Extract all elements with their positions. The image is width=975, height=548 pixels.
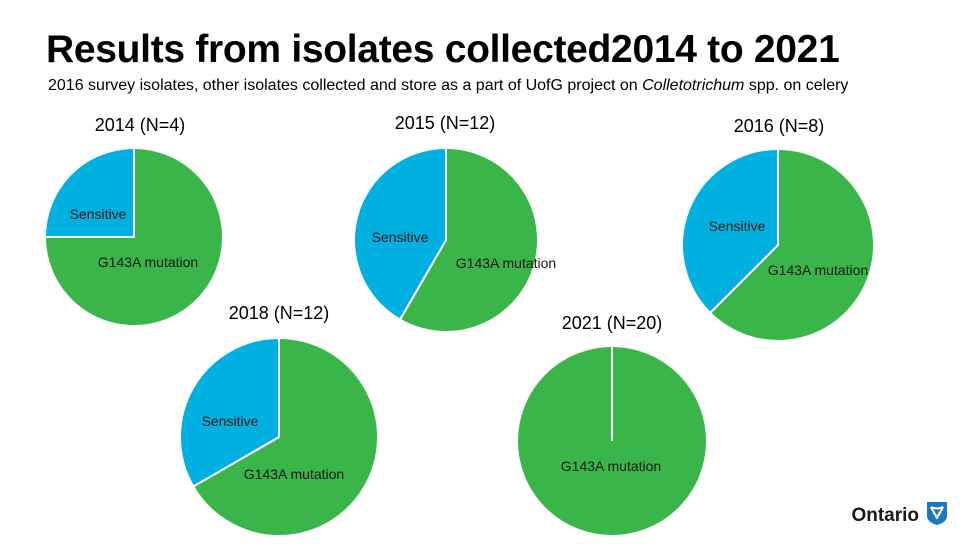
pie-chart: 2016 (N=8) Sensitive G143A mutation bbox=[681, 116, 875, 342]
pie-chart: 2014 (N=4) Sensitive G143A mutation bbox=[43, 115, 224, 327]
label-g143a-mutation: G143A mutation bbox=[244, 466, 344, 482]
pie-title: 2021 (N=20) bbox=[562, 313, 663, 333]
subtitle-text-end: spp. on celery bbox=[744, 77, 849, 94]
slice-sensitive bbox=[353, 146, 447, 322]
pie-chart: 2018 (N=12) Sensitive G143A mutation bbox=[179, 303, 379, 537]
slice-g143a-mutation bbox=[708, 147, 875, 342]
label-g143a-mutation: G143A mutation bbox=[456, 255, 556, 271]
page-subtitle: 2016 survey isolates, other isolates col… bbox=[48, 77, 848, 95]
pie-title: 2018 (N=12) bbox=[229, 303, 330, 323]
logo-text: Ontario bbox=[851, 504, 919, 526]
label-g143a-mutation: G143A mutation bbox=[768, 262, 868, 278]
slice-sensitive bbox=[43, 146, 135, 238]
slice-g143a-mutation bbox=[191, 336, 379, 537]
slice-g143a-mutation bbox=[398, 146, 539, 333]
trillium-icon bbox=[925, 500, 949, 531]
slice-sensitive bbox=[681, 147, 779, 315]
page-title: Results from isolates collected2014 to 2… bbox=[46, 28, 840, 71]
subtitle-genus: Colletotrichum bbox=[642, 77, 745, 94]
label-sensitive: Sensitive bbox=[709, 218, 766, 234]
pie-title: 2016 (N=8) bbox=[734, 116, 825, 136]
pie-chart: 2015 (N=12) Sensitive G143A mutation bbox=[353, 113, 556, 333]
slice-sensitive bbox=[179, 336, 280, 488]
pie-title: 2015 (N=12) bbox=[395, 113, 496, 133]
label-sensitive: Sensitive bbox=[202, 413, 259, 429]
subtitle-text: 2016 survey isolates, other isolates col… bbox=[48, 77, 643, 94]
label-g143a-mutation: G143A mutation bbox=[98, 254, 198, 270]
pie-title: 2014 (N=4) bbox=[95, 115, 186, 135]
label-sensitive: Sensitive bbox=[70, 206, 127, 222]
pie-chart: 2021 (N=20) G143A mutation bbox=[516, 313, 708, 537]
ontario-logo: Ontario bbox=[851, 500, 949, 531]
label-sensitive: Sensitive bbox=[372, 229, 429, 245]
label-g143a-mutation: G143A mutation bbox=[561, 458, 661, 474]
